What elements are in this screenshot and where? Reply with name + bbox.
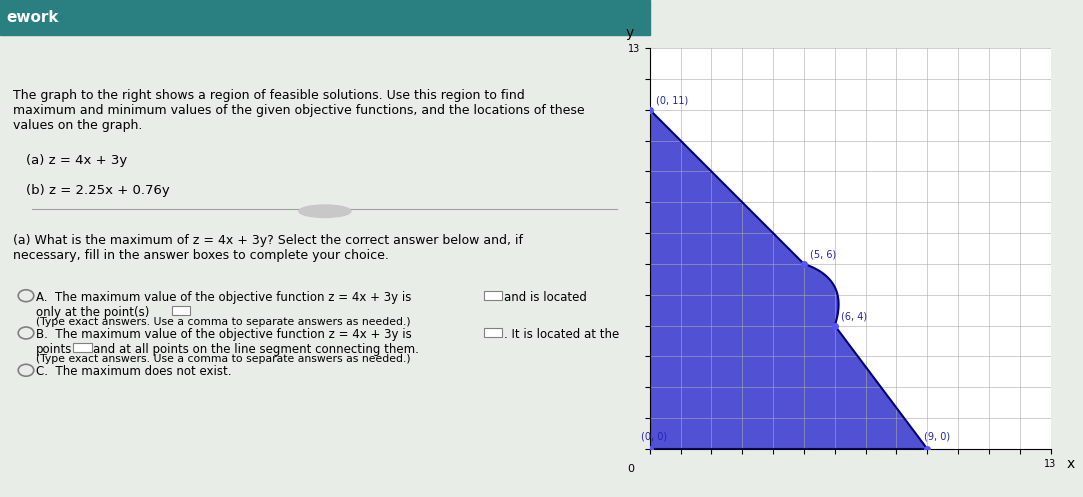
- Text: ework: ework: [6, 10, 58, 25]
- Text: (6, 4): (6, 4): [840, 312, 867, 322]
- Bar: [172, 306, 191, 315]
- Text: only at the point(s): only at the point(s): [36, 306, 149, 319]
- Text: C.  The maximum does not exist.: C. The maximum does not exist.: [36, 365, 232, 378]
- Text: 0: 0: [627, 464, 635, 474]
- Text: (b) z = 2.25x + 0.76y: (b) z = 2.25x + 0.76y: [26, 184, 170, 197]
- Text: (9, 0): (9, 0): [924, 431, 950, 442]
- Text: A.  The maximum value of the objective function z = 4x + 3y is: A. The maximum value of the objective fu…: [36, 291, 412, 304]
- Bar: [484, 328, 503, 337]
- Text: . It is located at the: . It is located at the: [504, 328, 618, 341]
- Text: and at all points on the line segment connecting them.: and at all points on the line segment co…: [93, 343, 419, 356]
- Ellipse shape: [299, 205, 351, 218]
- Text: (0, 0): (0, 0): [640, 431, 667, 442]
- Text: (a) z = 4x + 3y: (a) z = 4x + 3y: [26, 154, 127, 167]
- Text: (0, 11): (0, 11): [656, 95, 688, 106]
- Text: (5, 6): (5, 6): [810, 250, 836, 260]
- Text: The graph to the right shows a region of feasible solutions. Use this region to : The graph to the right shows a region of…: [13, 89, 585, 133]
- Text: B.  The maximum value of the objective function z = 4x + 3y is: B. The maximum value of the objective fu…: [36, 328, 412, 341]
- X-axis label: x: x: [1067, 457, 1074, 471]
- Text: points: points: [36, 343, 73, 356]
- Bar: [74, 343, 92, 352]
- Text: (a) What is the maximum of z = 4x + 3y? Select the correct answer below and, if
: (a) What is the maximum of z = 4x + 3y? …: [13, 234, 523, 261]
- PathPatch shape: [650, 110, 927, 449]
- Text: (Type exact answers. Use a comma to separate answers as needed.): (Type exact answers. Use a comma to sepa…: [36, 354, 410, 364]
- Y-axis label: y: y: [626, 26, 634, 40]
- Text: (Type exact answers. Use a comma to separate answers as needed.): (Type exact answers. Use a comma to sepa…: [36, 317, 410, 327]
- Bar: [484, 291, 503, 300]
- Bar: [0, 0, 650, 35]
- Text: and is located: and is located: [504, 291, 587, 304]
